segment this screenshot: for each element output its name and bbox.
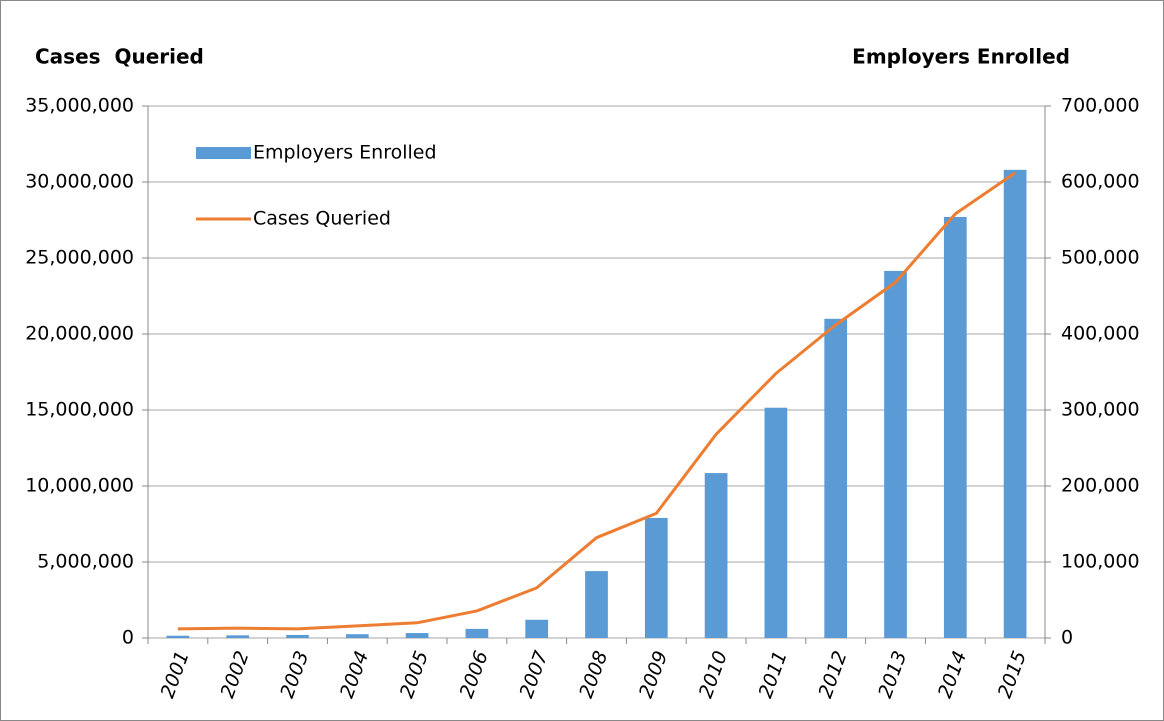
y2-tick-label: 100,000	[1061, 551, 1140, 573]
y2-tick-label: 200,000	[1061, 475, 1140, 497]
bar	[704, 473, 728, 638]
y-axis-title: Cases Queried	[35, 45, 204, 69]
bar	[166, 635, 190, 638]
y2-tick-label: 500,000	[1061, 247, 1140, 269]
y-tick-label: 10,000,000	[25, 475, 134, 497]
bar	[465, 628, 489, 638]
y2-tick-label: 700,000	[1061, 95, 1140, 117]
y-tick-label: 35,000,000	[25, 95, 134, 117]
bar	[525, 619, 549, 638]
legend-swatch	[196, 147, 251, 159]
bar	[286, 634, 309, 638]
legend-label: Cases Queried	[253, 208, 391, 230]
y-tick-label: 0	[122, 627, 134, 649]
line	[177, 171, 1016, 631]
y-tick-label: 25,000,000	[25, 247, 134, 269]
bar	[943, 216, 967, 638]
bar	[405, 633, 429, 638]
y2-tick-label: 400,000	[1061, 323, 1140, 345]
y-tick-label: 20,000,000	[25, 323, 134, 345]
bar	[884, 270, 907, 638]
bar	[226, 635, 250, 638]
y-tick-label: 5,000,000	[37, 551, 134, 573]
y2-tick-label: 600,000	[1061, 171, 1140, 193]
y2-axis-title: Employers Enrolled	[852, 45, 1070, 69]
y-tick-label: 30,000,000	[25, 171, 134, 193]
bar	[824, 318, 848, 638]
y2-tick-label: 0	[1061, 627, 1073, 649]
bar	[764, 407, 788, 638]
y2-tick-label: 300,000	[1061, 399, 1140, 421]
bar	[1003, 169, 1027, 638]
legend-label: Employers Enrolled	[253, 142, 437, 164]
y-tick-label: 15,000,000	[25, 399, 134, 421]
bar	[644, 517, 668, 638]
bar	[585, 571, 608, 638]
bar	[345, 634, 369, 638]
